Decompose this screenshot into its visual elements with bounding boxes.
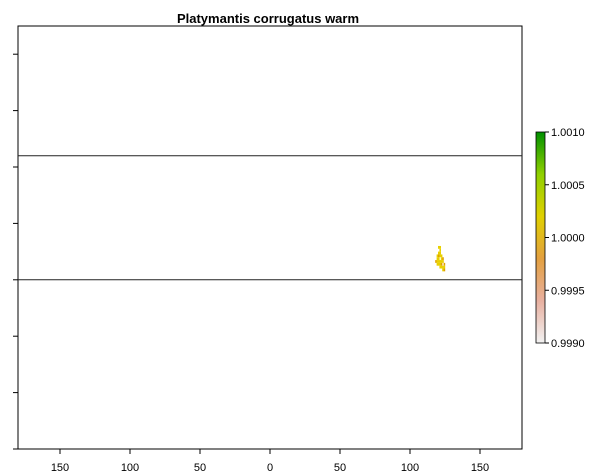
occurrence-cell xyxy=(443,265,446,269)
occurrence-cell xyxy=(442,265,444,269)
occurrence-cell xyxy=(439,254,441,258)
color-scale-ticks: 1.0010 1.0005 1.0000 0.9995 0.9990 xyxy=(545,127,585,350)
reference-lines xyxy=(18,155,522,281)
occurrence-cell xyxy=(440,265,443,269)
occurrence-cell xyxy=(438,251,440,255)
occurrence-cell xyxy=(442,268,444,272)
legend-label: 0.9990 xyxy=(551,338,585,350)
occurrence-cell xyxy=(440,257,443,261)
occurrence-cell xyxy=(439,262,441,266)
occurrence-cell xyxy=(442,260,444,263)
occurrence-cell xyxy=(436,257,439,261)
x-tick-label: 100 xyxy=(401,462,419,472)
map-title: Platymantis corrugatus warm xyxy=(177,11,359,26)
occurrence-cell xyxy=(439,265,441,269)
occurrence-cell xyxy=(436,262,439,266)
occurrence-cell xyxy=(438,254,440,258)
occurrence-cell xyxy=(439,248,441,252)
occurrence-cell xyxy=(443,268,446,272)
x-tick-label: 150 xyxy=(51,462,69,472)
x-axis: 150 100 50 0 50 100 150 xyxy=(51,449,489,472)
color-scale-bar xyxy=(535,131,546,344)
occurrence-cell xyxy=(438,262,440,266)
map-frame xyxy=(17,25,523,450)
x-tick-label: 0 xyxy=(267,462,273,472)
legend-label: 0.9995 xyxy=(551,285,585,297)
x-tick-label: 50 xyxy=(334,462,346,472)
occurrence-cell xyxy=(440,254,443,258)
occurrence-cell xyxy=(440,262,443,266)
occurrence-cell xyxy=(438,257,440,261)
legend-label: 1.0010 xyxy=(551,127,585,139)
occurrence-cell xyxy=(436,254,439,258)
legend-label: 1.0000 xyxy=(551,233,585,245)
legend-label: 1.0005 xyxy=(551,180,585,192)
occurrence-cell xyxy=(442,257,444,261)
occurrence-cell xyxy=(438,245,440,249)
occurrence-cell xyxy=(439,245,441,249)
x-tick-label: 100 xyxy=(121,462,139,472)
occurrence-cell xyxy=(435,260,437,263)
occurrence-cells xyxy=(435,245,446,272)
color-legend: 1.0010 1.0005 1.0000 0.9995 0.9990 xyxy=(535,127,585,350)
x-tick-label: 150 xyxy=(471,462,489,472)
x-tick-label: 50 xyxy=(194,462,206,472)
occurrence-cell xyxy=(438,260,440,263)
y-axis xyxy=(13,53,18,450)
occurrence-cell xyxy=(443,262,446,266)
occurrence-cell xyxy=(436,260,439,263)
occurrence-cell xyxy=(440,260,443,263)
occurrence-cell xyxy=(439,251,441,255)
occurrence-cell xyxy=(439,260,441,263)
map-panel xyxy=(17,25,523,450)
